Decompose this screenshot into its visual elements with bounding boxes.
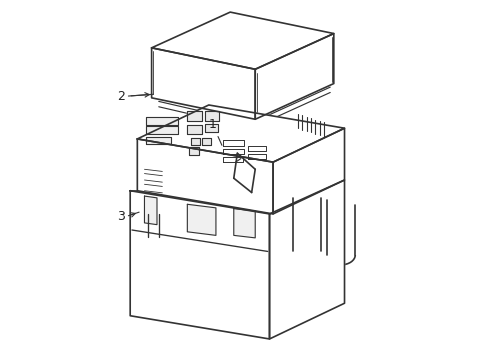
Polygon shape	[187, 111, 201, 121]
Polygon shape	[201, 138, 210, 145]
Text: 2: 2	[117, 90, 125, 103]
Polygon shape	[255, 33, 333, 119]
Polygon shape	[205, 111, 219, 121]
Text: 3: 3	[117, 210, 125, 223]
Polygon shape	[187, 204, 216, 235]
Polygon shape	[146, 117, 178, 125]
Polygon shape	[130, 191, 269, 339]
Text: 1: 1	[208, 118, 222, 145]
Polygon shape	[137, 105, 344, 162]
Polygon shape	[190, 138, 200, 145]
Polygon shape	[146, 126, 178, 134]
Polygon shape	[233, 208, 255, 238]
Polygon shape	[189, 147, 199, 155]
Polygon shape	[272, 128, 344, 214]
Polygon shape	[151, 48, 255, 119]
Polygon shape	[144, 196, 157, 225]
Polygon shape	[146, 138, 171, 144]
Polygon shape	[151, 12, 333, 69]
Polygon shape	[269, 180, 344, 339]
Polygon shape	[205, 124, 217, 132]
Polygon shape	[187, 125, 201, 134]
Polygon shape	[137, 139, 272, 214]
